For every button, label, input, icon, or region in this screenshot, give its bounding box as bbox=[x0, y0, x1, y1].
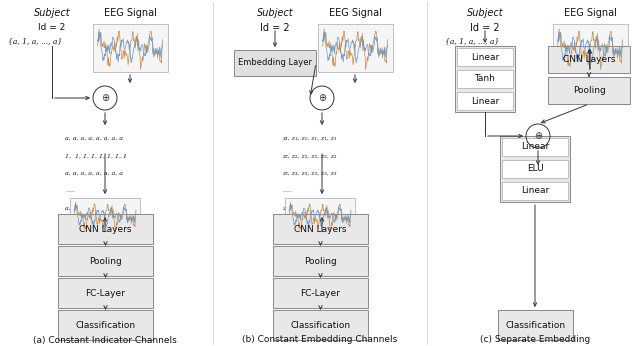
Text: ⊕: ⊕ bbox=[101, 93, 109, 103]
Text: Linear: Linear bbox=[521, 186, 549, 195]
Text: FC-Layer: FC-Layer bbox=[86, 289, 125, 298]
Text: a, a, a, a, a, a, a, a: a, a, a, a, a, a, a, a bbox=[65, 136, 123, 141]
FancyBboxPatch shape bbox=[552, 24, 627, 72]
FancyBboxPatch shape bbox=[58, 214, 153, 244]
Text: Linear: Linear bbox=[471, 97, 499, 106]
Text: CNN Layers: CNN Layers bbox=[79, 225, 132, 234]
FancyBboxPatch shape bbox=[548, 77, 630, 104]
Text: Linear: Linear bbox=[521, 143, 549, 152]
FancyBboxPatch shape bbox=[500, 136, 570, 202]
FancyBboxPatch shape bbox=[58, 246, 153, 276]
FancyBboxPatch shape bbox=[502, 138, 568, 156]
Text: EEG Signal: EEG Signal bbox=[564, 8, 616, 18]
FancyBboxPatch shape bbox=[58, 310, 153, 340]
Text: Id = 2: Id = 2 bbox=[260, 23, 290, 33]
Text: z₁, z₁, z₁, z₁, z₁, z₁: z₁, z₁, z₁, z₁, z₁, z₁ bbox=[282, 136, 337, 141]
Text: Subject: Subject bbox=[257, 8, 293, 18]
Text: ELU: ELU bbox=[527, 164, 543, 173]
FancyBboxPatch shape bbox=[317, 24, 392, 72]
FancyBboxPatch shape bbox=[502, 160, 568, 178]
Text: .....: ..... bbox=[65, 189, 75, 193]
Text: CNN Layers: CNN Layers bbox=[294, 225, 347, 234]
Text: FC-Layer: FC-Layer bbox=[301, 289, 340, 298]
Text: a, a, a, a, a, a, a, a: a, a, a, a, a, a, a, a bbox=[65, 206, 123, 211]
FancyBboxPatch shape bbox=[457, 70, 513, 88]
Text: (b) Constant Embedding Channels: (b) Constant Embedding Channels bbox=[243, 336, 397, 345]
Text: Tanh: Tanh bbox=[475, 74, 495, 83]
FancyBboxPatch shape bbox=[273, 310, 368, 340]
FancyBboxPatch shape bbox=[548, 46, 630, 73]
FancyBboxPatch shape bbox=[285, 199, 355, 234]
Text: (a) Constant Indicator Channels: (a) Constant Indicator Channels bbox=[33, 336, 177, 345]
Text: Pooling: Pooling bbox=[304, 256, 337, 265]
Text: zₙ, zₙ, zₙ, zₙ, zₙ, zₙ: zₙ, zₙ, zₙ, zₙ, zₙ, zₙ bbox=[282, 206, 337, 211]
Text: Pooling: Pooling bbox=[573, 86, 605, 95]
Text: CNN Layers: CNN Layers bbox=[563, 55, 615, 64]
Text: a, a, a, a, a, a, a, a: a, a, a, a, a, a, a, a bbox=[65, 171, 123, 176]
Text: z₃, z₃, z₃, z₃, z₃, z₃: z₃, z₃, z₃, z₃, z₃, z₃ bbox=[282, 171, 337, 176]
Text: Linear: Linear bbox=[471, 53, 499, 62]
Text: ⊕: ⊕ bbox=[318, 93, 326, 103]
Text: Pooling: Pooling bbox=[89, 256, 122, 265]
Text: EEG Signal: EEG Signal bbox=[328, 8, 381, 18]
Text: Id = 2: Id = 2 bbox=[38, 23, 66, 32]
FancyBboxPatch shape bbox=[93, 24, 168, 72]
FancyBboxPatch shape bbox=[455, 46, 515, 112]
Text: {a, 1, a, ..., a}: {a, 1, a, ..., a} bbox=[445, 37, 499, 45]
Text: (c) Separate Embedding: (c) Separate Embedding bbox=[480, 336, 590, 345]
Text: Classification: Classification bbox=[291, 320, 351, 329]
Text: EEG Signal: EEG Signal bbox=[104, 8, 156, 18]
FancyBboxPatch shape bbox=[502, 182, 568, 200]
Text: z₂, z₂, z₂, z₂, z₂, z₂: z₂, z₂, z₂, z₂, z₂, z₂ bbox=[282, 154, 337, 158]
Text: Subject: Subject bbox=[34, 8, 70, 18]
FancyBboxPatch shape bbox=[498, 310, 573, 340]
Text: Id = 2: Id = 2 bbox=[470, 23, 500, 33]
Text: 1,  1, 1, 1, 1, 1, 1, 1: 1, 1, 1, 1, 1, 1, 1, 1 bbox=[65, 154, 127, 158]
FancyBboxPatch shape bbox=[273, 246, 368, 276]
Text: Classification: Classification bbox=[506, 320, 566, 329]
Text: Embedding Layer: Embedding Layer bbox=[238, 58, 312, 67]
Text: {a, 1, a, ..., a}: {a, 1, a, ..., a} bbox=[8, 37, 62, 45]
Text: Classification: Classification bbox=[76, 320, 136, 329]
FancyBboxPatch shape bbox=[234, 50, 316, 76]
FancyBboxPatch shape bbox=[457, 48, 513, 66]
FancyBboxPatch shape bbox=[273, 278, 368, 308]
FancyBboxPatch shape bbox=[70, 199, 140, 234]
FancyBboxPatch shape bbox=[273, 214, 368, 244]
Text: Subject: Subject bbox=[467, 8, 503, 18]
FancyBboxPatch shape bbox=[58, 278, 153, 308]
Text: .....: ..... bbox=[282, 189, 292, 193]
FancyBboxPatch shape bbox=[457, 92, 513, 110]
Text: ⊕: ⊕ bbox=[534, 131, 542, 141]
